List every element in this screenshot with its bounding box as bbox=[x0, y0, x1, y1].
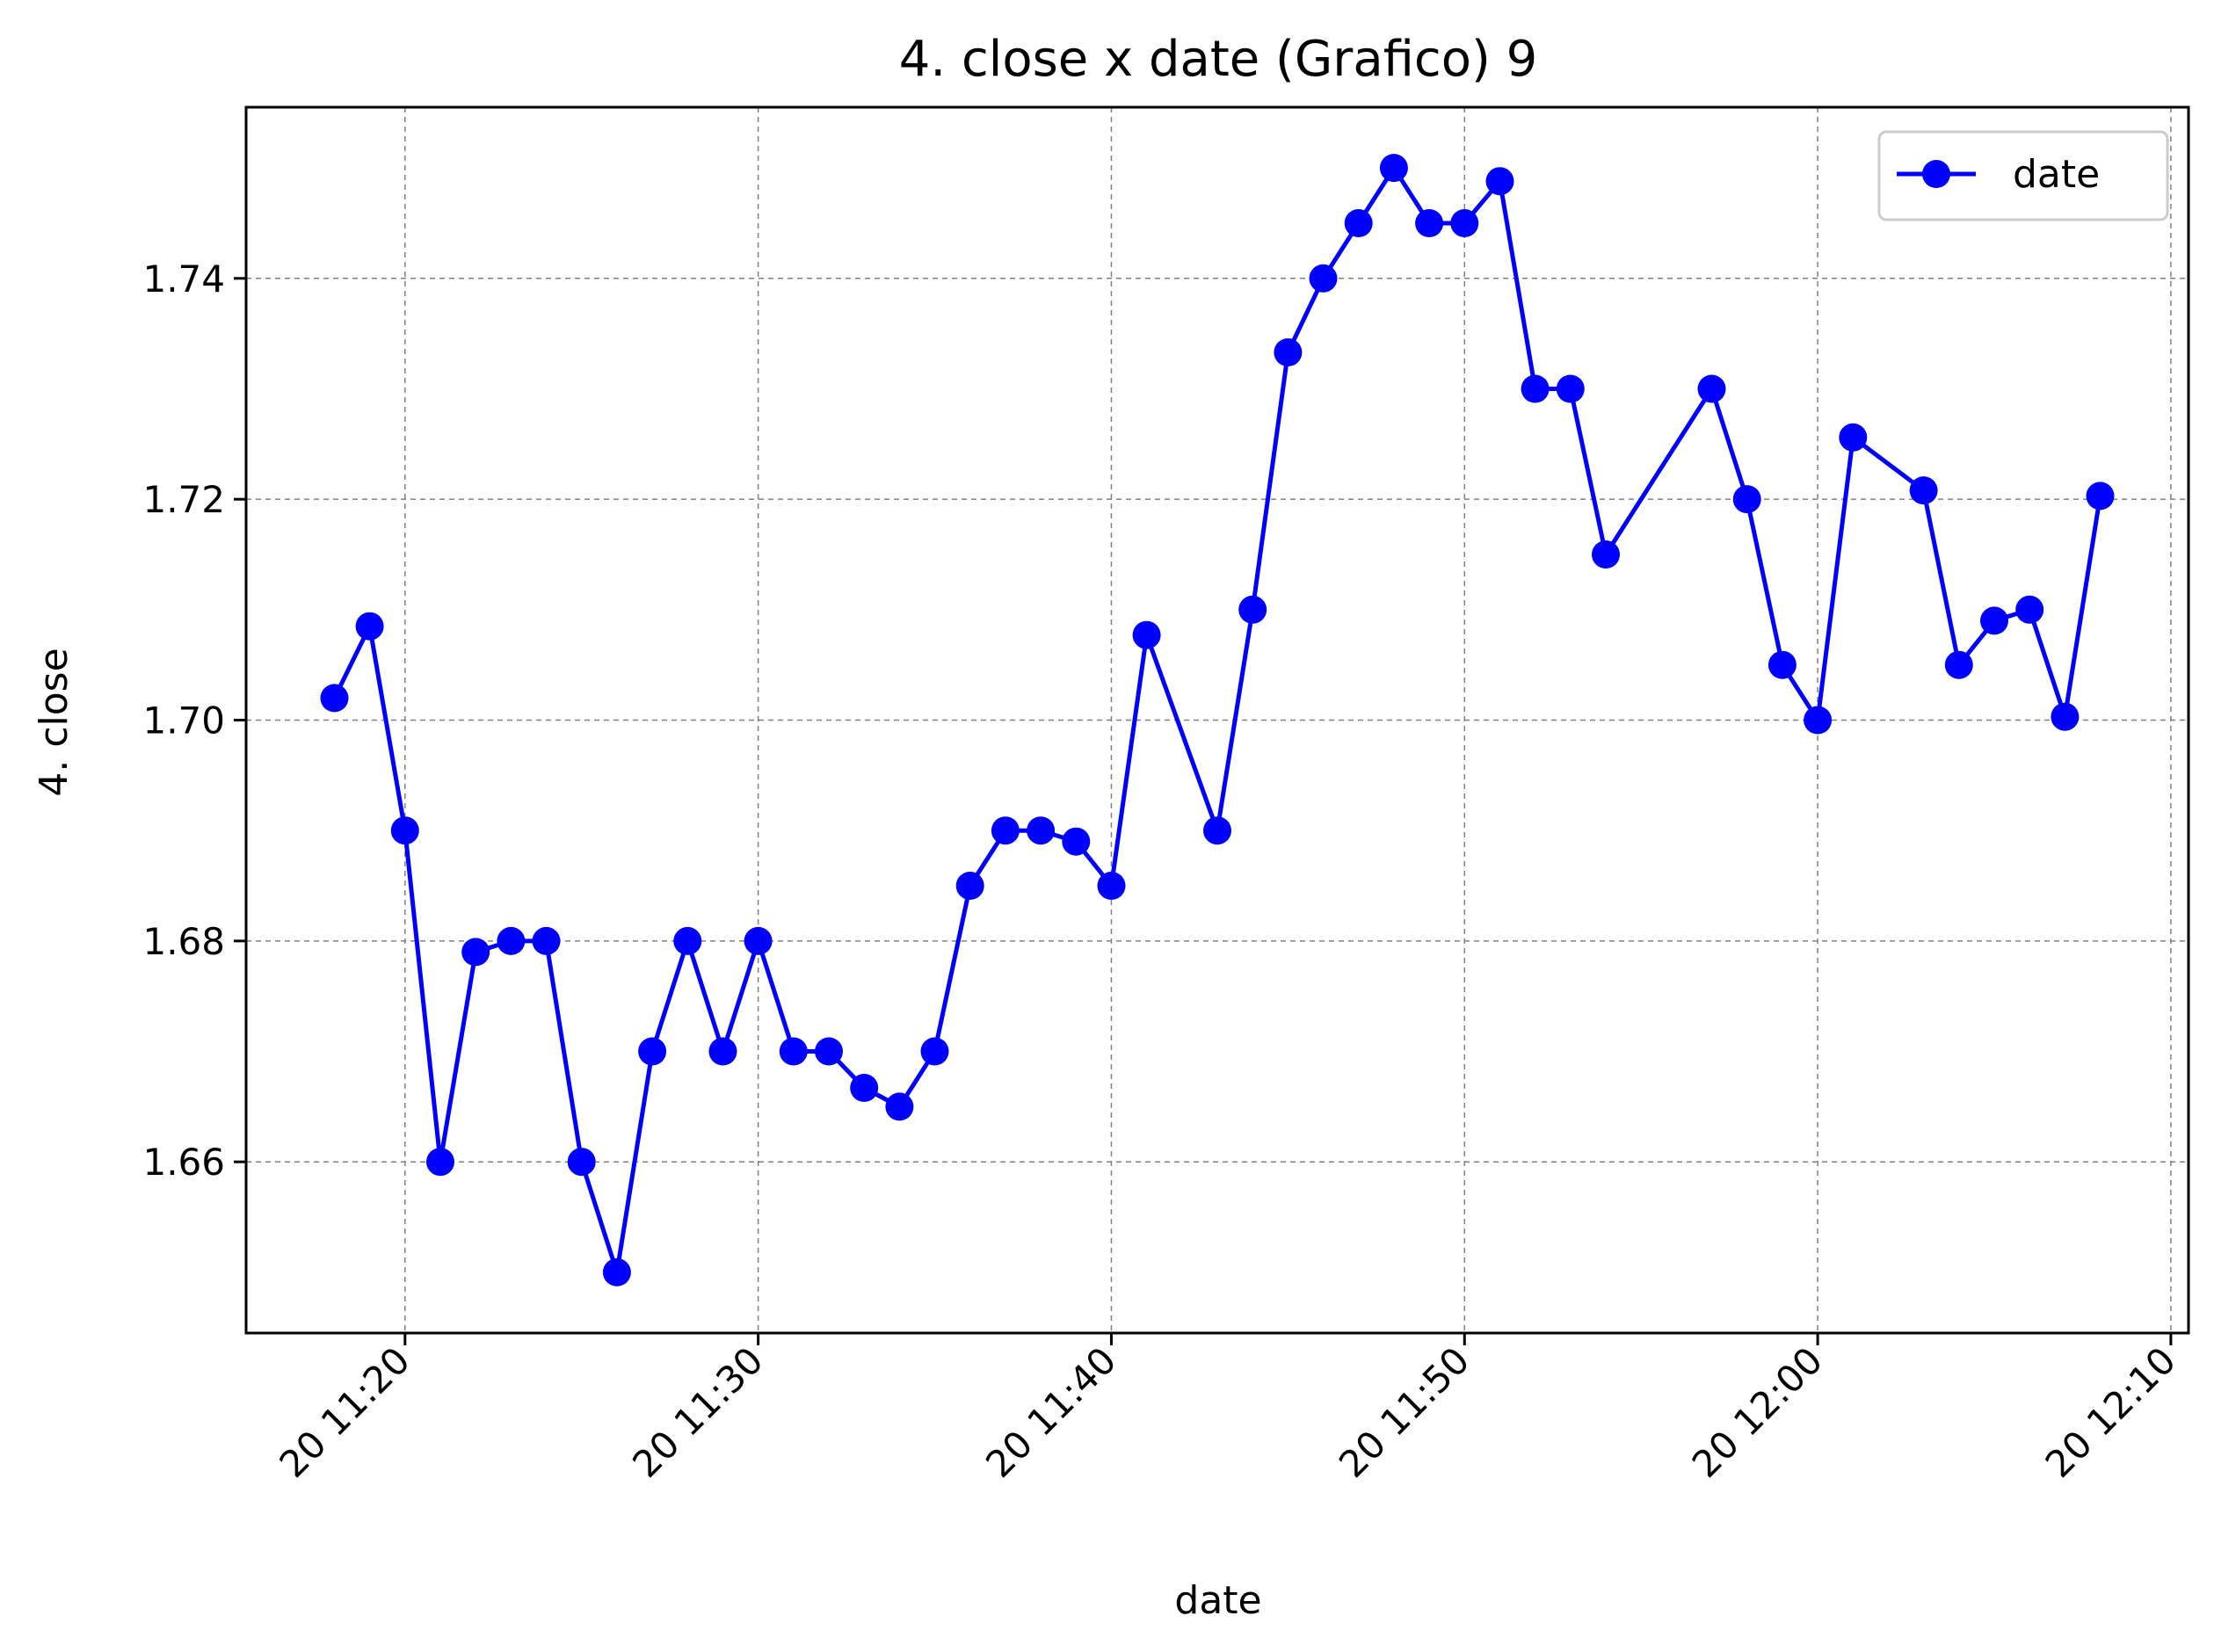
data-point bbox=[1203, 816, 1231, 845]
data-point bbox=[1415, 209, 1444, 237]
data-point bbox=[1732, 485, 1761, 514]
data-point bbox=[955, 872, 984, 900]
data-point bbox=[320, 684, 349, 713]
data-point bbox=[850, 1074, 879, 1102]
y-tick-label: 1.70 bbox=[142, 699, 225, 743]
x-tick-label: 20 11:40 bbox=[977, 1338, 1124, 1485]
data-point bbox=[1804, 706, 1833, 735]
data-point bbox=[602, 1257, 631, 1286]
x-tick-label: 20 12:10 bbox=[2037, 1338, 2184, 1485]
y-tick-label: 1.74 bbox=[142, 257, 225, 301]
data-point bbox=[1450, 209, 1479, 237]
data-point bbox=[673, 926, 702, 955]
data-point bbox=[920, 1037, 949, 1066]
data-point bbox=[426, 1148, 454, 1177]
data-point bbox=[2015, 595, 2044, 624]
x-tick-label: 20 11:50 bbox=[1331, 1338, 1477, 1485]
data-point bbox=[1944, 650, 1973, 679]
grid-lines bbox=[246, 107, 2189, 1333]
y-axis-label: 4. close bbox=[32, 648, 76, 796]
data-point bbox=[1697, 374, 1726, 403]
data-point bbox=[885, 1092, 914, 1121]
data-point bbox=[1027, 816, 1056, 845]
data-point bbox=[1980, 606, 2008, 635]
legend-box bbox=[1877, 130, 2169, 221]
data-point bbox=[532, 926, 561, 955]
data-point bbox=[779, 1037, 808, 1066]
data-point bbox=[355, 612, 384, 641]
data-point bbox=[1097, 872, 1126, 900]
data-point bbox=[497, 926, 526, 955]
data-point bbox=[1274, 338, 1303, 366]
data-point bbox=[1379, 154, 1408, 183]
data-point bbox=[1132, 620, 1161, 649]
legend-entry-label: date bbox=[2013, 152, 2100, 197]
data-point bbox=[708, 1037, 737, 1066]
data-point bbox=[815, 1037, 843, 1066]
x-axis: 20 11:20 20 11:30 20 11:40 20 11:50 20 12:00… bbox=[271, 1333, 2184, 1486]
y-tick-label: 1.68 bbox=[142, 920, 225, 963]
x-tick-label: 20 11:30 bbox=[624, 1338, 771, 1485]
data-point bbox=[1909, 476, 1938, 505]
data-point bbox=[1309, 264, 1338, 293]
legend: date bbox=[1877, 130, 2169, 221]
data-point bbox=[1592, 540, 1620, 569]
data-point bbox=[1839, 423, 1868, 452]
data-point bbox=[1344, 209, 1373, 237]
data-point bbox=[390, 816, 419, 845]
x-axis-label: date bbox=[1174, 1578, 1261, 1623]
data-point bbox=[461, 938, 490, 967]
data-point bbox=[2051, 702, 2080, 731]
data-point bbox=[991, 816, 1020, 845]
legend-marker bbox=[1922, 160, 1950, 188]
data-point bbox=[1062, 827, 1091, 856]
y-axis: 1.66 1.68 1.70 1.72 1.74 bbox=[142, 257, 246, 1184]
data-point bbox=[638, 1037, 667, 1066]
data-point bbox=[744, 926, 773, 955]
data-point bbox=[567, 1148, 596, 1177]
data-point bbox=[2086, 482, 2115, 511]
data-point bbox=[1768, 650, 1797, 679]
x-tick-label: 20 12:00 bbox=[1684, 1338, 1831, 1485]
x-tick-label: 20 11:20 bbox=[271, 1338, 417, 1485]
chart-title: 4. close x date (Grafico) 9 bbox=[899, 31, 1537, 88]
y-tick-label: 1.66 bbox=[142, 1141, 225, 1184]
data-point bbox=[1485, 167, 1514, 196]
data-point bbox=[1556, 374, 1585, 403]
data-point bbox=[1521, 374, 1550, 403]
data-point bbox=[1238, 595, 1267, 624]
series-layer bbox=[320, 154, 2115, 1286]
y-tick-label: 1.72 bbox=[142, 478, 225, 521]
